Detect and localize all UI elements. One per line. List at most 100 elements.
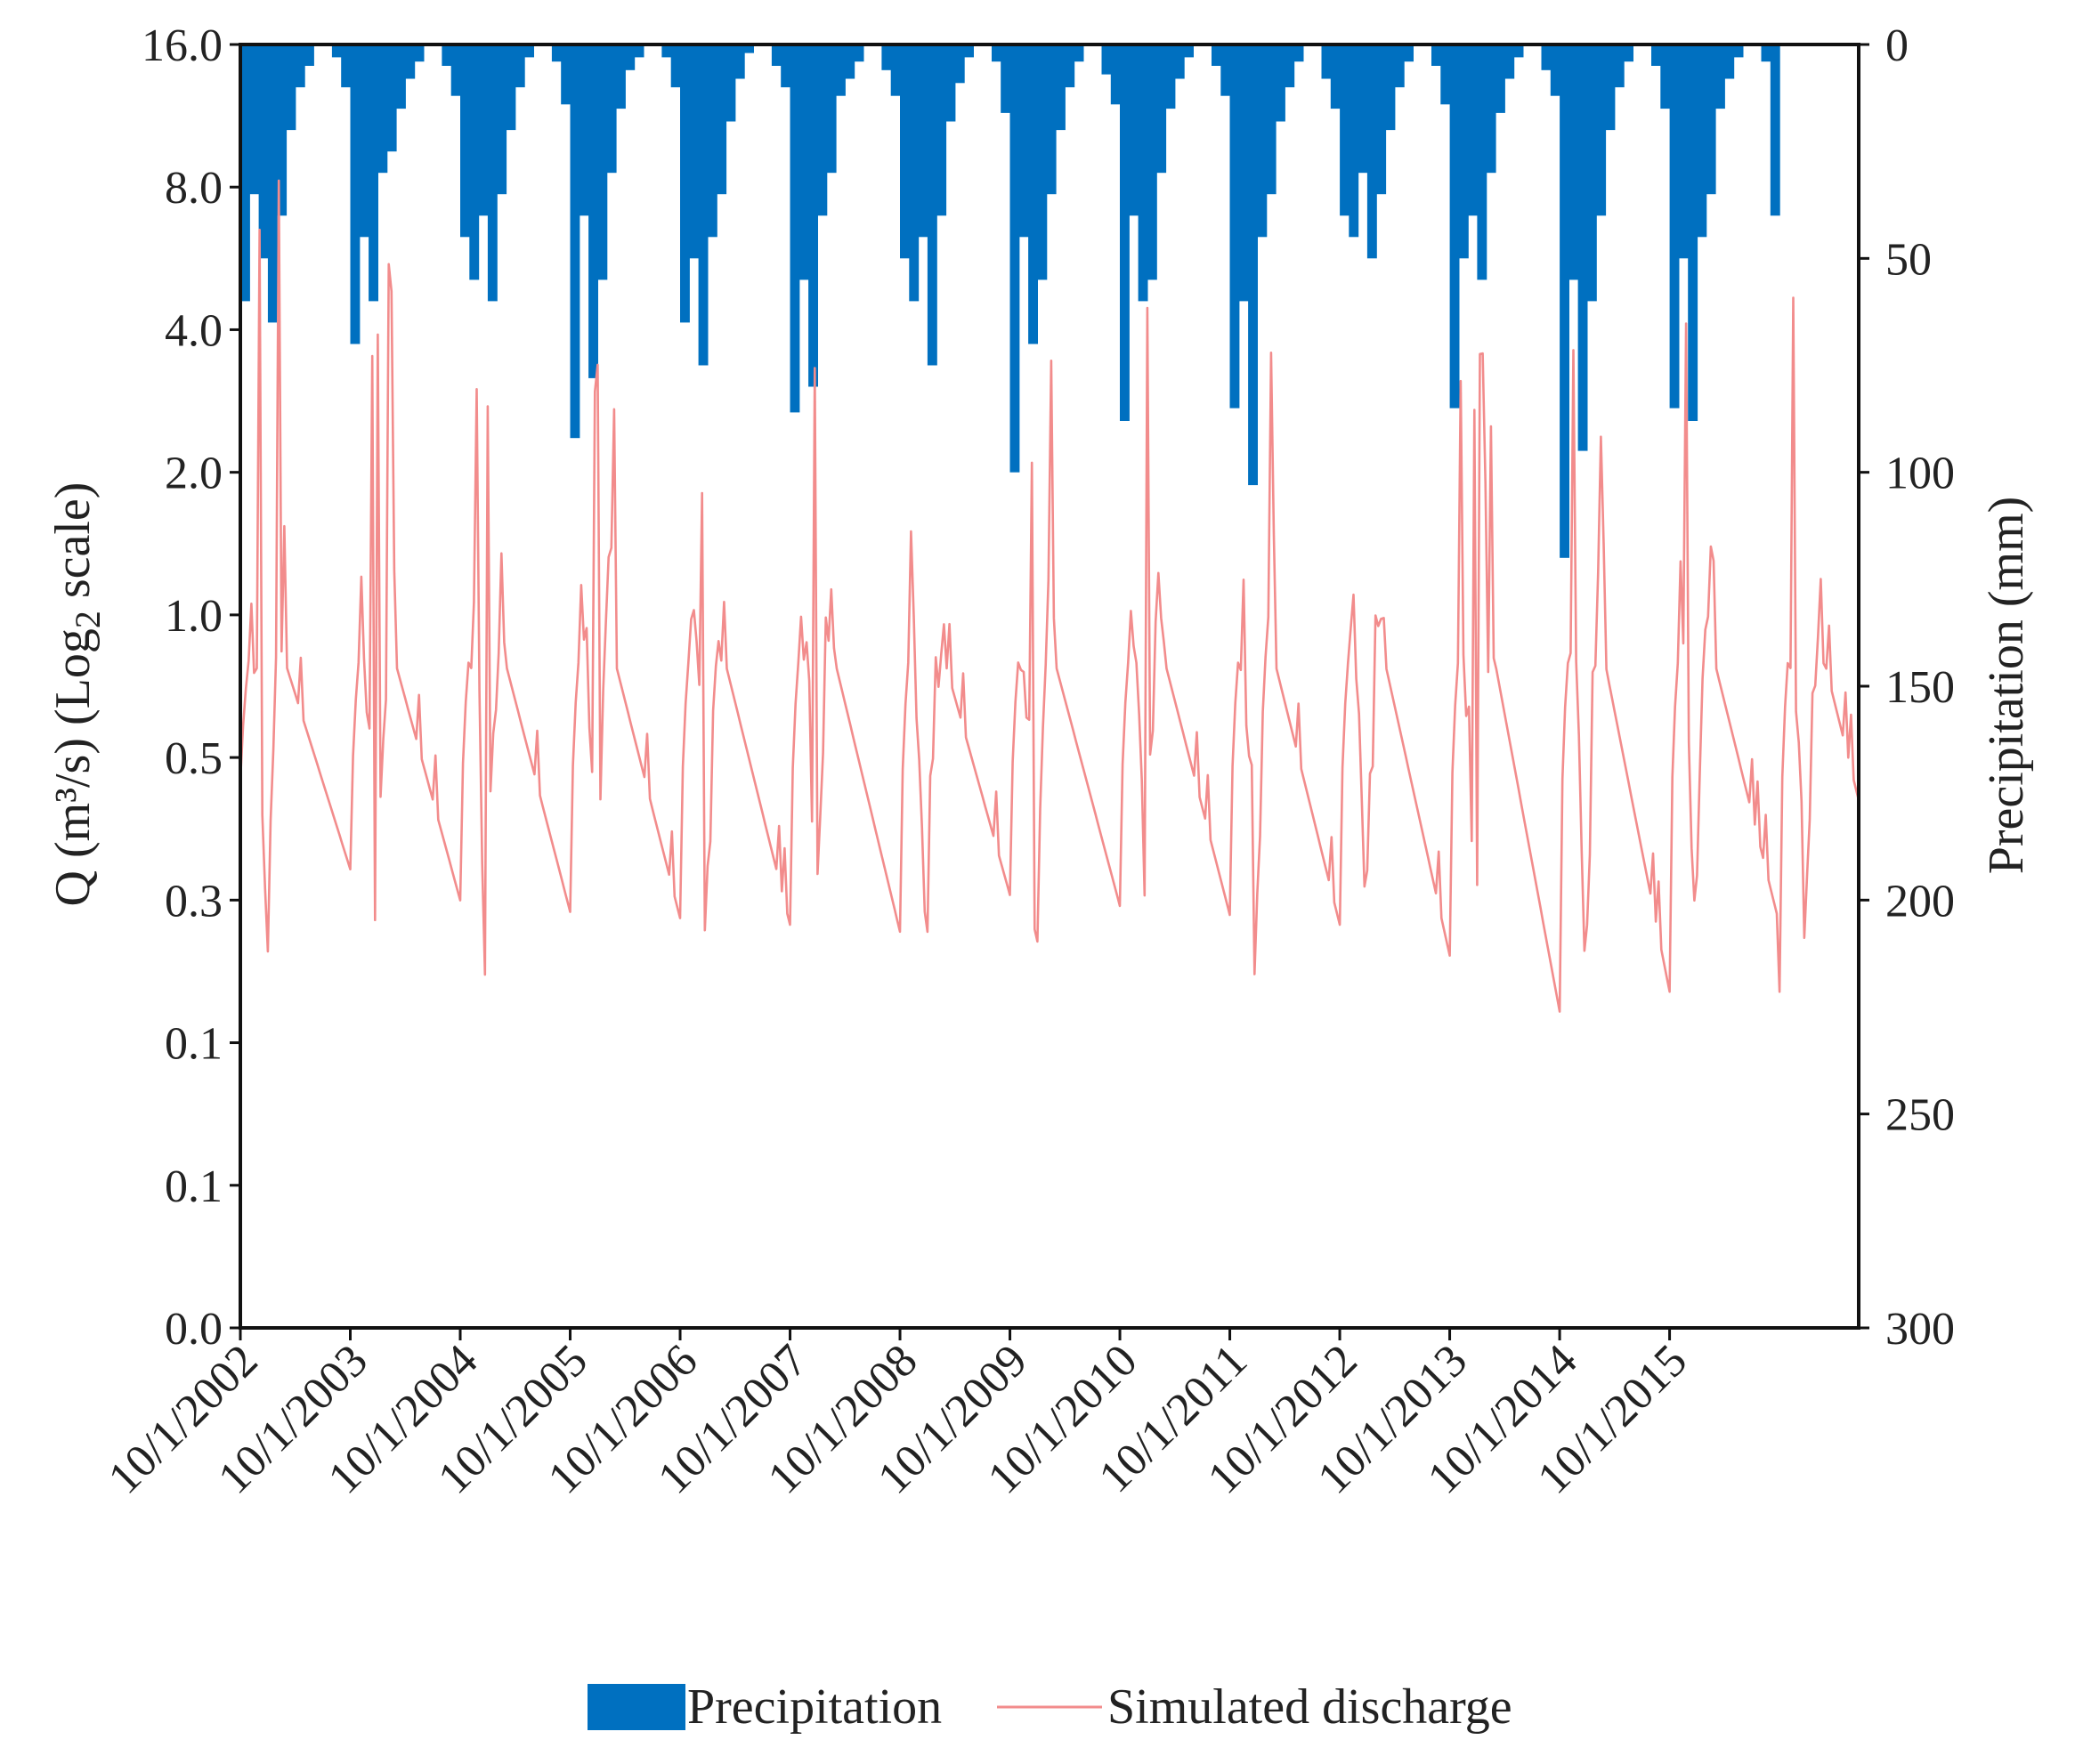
precipitation-bar (350, 45, 361, 344)
precipitation-bar (771, 45, 782, 66)
right-tick-label: 0 (1885, 20, 1909, 71)
right-tick-label: 150 (1885, 662, 1955, 713)
precipitation-bar (506, 45, 516, 131)
precipitation-bar (1660, 45, 1671, 109)
precipitation-bar (295, 45, 305, 88)
precipitation-bar (836, 45, 846, 96)
legend-precipitation-label: Precipitation (687, 1679, 942, 1735)
left-axis-title-main: Q (m³/s) (Log (45, 628, 101, 906)
precipitation-bar (1165, 45, 1176, 109)
precipitation-bar (1586, 45, 1597, 302)
precipitation-bar (909, 45, 920, 302)
precipitation-bar (616, 45, 626, 109)
precipitation-bar (240, 45, 250, 302)
precipitation-bar (900, 45, 910, 259)
precipitation-bar (1715, 45, 1725, 109)
right-tick-label: 100 (1885, 449, 1955, 499)
precipitation-bar (781, 45, 791, 88)
left-tick-label: 0.3 (165, 876, 223, 927)
precipitation-bar (1046, 45, 1057, 195)
left-tick-label: 4.0 (165, 305, 223, 356)
precipitation-bar (945, 45, 956, 122)
precipitation-bar (414, 45, 425, 62)
left-tick-label: 0.5 (165, 733, 223, 784)
precipitation-bar (359, 45, 369, 238)
precipitation-bar (267, 45, 278, 323)
precipitation-bar (1212, 45, 1221, 66)
precipitation-bar (1110, 45, 1121, 105)
precipitation-bar (487, 45, 498, 302)
precipitation-bar (1697, 45, 1707, 238)
precipitation-bar (1248, 45, 1258, 486)
precipitation-bar (1266, 45, 1277, 195)
precipitation-bar (1385, 45, 1396, 131)
precipitation-bar (1688, 45, 1698, 421)
precipitation-bar (1276, 45, 1285, 122)
precipitation-bar (1733, 45, 1744, 58)
precipitation-bar (992, 45, 1001, 62)
precipitation-bar (680, 45, 690, 323)
precipitation-bar (1577, 45, 1588, 451)
precipitation-bar (442, 45, 452, 66)
right-tick-label: 250 (1885, 1090, 1955, 1141)
left-tick-label: 0.1 (165, 1161, 223, 1212)
precipitation-bar (725, 45, 736, 122)
precipitation-bar (661, 45, 672, 58)
legend: Precipitation Simulated discharge (588, 1679, 1512, 1735)
precipitation-bar (1605, 45, 1616, 131)
precipitation-bar (717, 45, 727, 195)
precipitation-bar (881, 45, 892, 70)
precipitation-bar (1174, 45, 1185, 79)
precipitation-bar (249, 45, 260, 195)
precipitation-bar (964, 45, 974, 58)
precipitation-bar (1678, 45, 1689, 259)
precipitation-bar (1120, 45, 1130, 421)
precipitation-bar (304, 45, 314, 66)
precipitation-bar (1238, 45, 1249, 302)
left-tick-label: 16.0 (142, 20, 223, 71)
precipitation-bar (478, 45, 489, 216)
precipitation-bar (698, 45, 709, 366)
simulated-discharge-line (239, 179, 1860, 1013)
right-tick-label: 300 (1885, 1304, 1955, 1355)
precipitation-bar (734, 45, 745, 79)
precipitation-bar (469, 45, 480, 280)
precipitation-bar (790, 45, 800, 413)
precipitation-bar (927, 45, 937, 366)
precipitation-bar (936, 45, 947, 216)
precipitation-bar (1358, 45, 1368, 174)
legend-discharge-label: Simulated discharge (1107, 1679, 1512, 1735)
precipitation-bar (1651, 45, 1661, 66)
precipitation-bar (1184, 45, 1194, 58)
precipitation-bar (1001, 45, 1011, 113)
precipitation-bar (918, 45, 928, 238)
precipitation-bar (1101, 45, 1112, 75)
precipitation-bar (377, 45, 388, 174)
right-axis-title: Precipitation (mm) (1979, 497, 2034, 875)
precipitation-bar (1220, 45, 1231, 96)
precipitation-bar (1349, 45, 1359, 238)
precipitation-bar (1504, 45, 1515, 79)
left-tick-label: 0.0 (165, 1304, 223, 1355)
right-tick-label: 200 (1885, 876, 1955, 927)
precipitation-bar (1596, 45, 1607, 216)
left-axis-title: Q (m³/s) (Log2 scale) (45, 482, 108, 907)
precipitation-bar (1074, 45, 1084, 62)
precipitation-bar (450, 45, 461, 96)
precipitation-bar (1156, 45, 1167, 174)
precipitation-bar (1018, 45, 1029, 238)
precipitation-bar (386, 45, 397, 152)
precipitation-bar (277, 45, 288, 216)
precipitation-bar (1037, 45, 1048, 280)
precipitation-bar (1706, 45, 1716, 195)
precipitation-bar (1330, 45, 1341, 109)
precipitation-bar (1376, 45, 1387, 195)
precipitation-bar (634, 45, 644, 58)
precipitation-bar (1449, 45, 1460, 409)
precipitation-bar (1724, 45, 1735, 79)
precipitation-bar (1321, 45, 1332, 79)
precipitation-bar (1293, 45, 1304, 62)
precipitation-bar (954, 45, 965, 84)
legend-precipitation-swatch (588, 1684, 685, 1730)
precipitation-bar (405, 45, 416, 79)
